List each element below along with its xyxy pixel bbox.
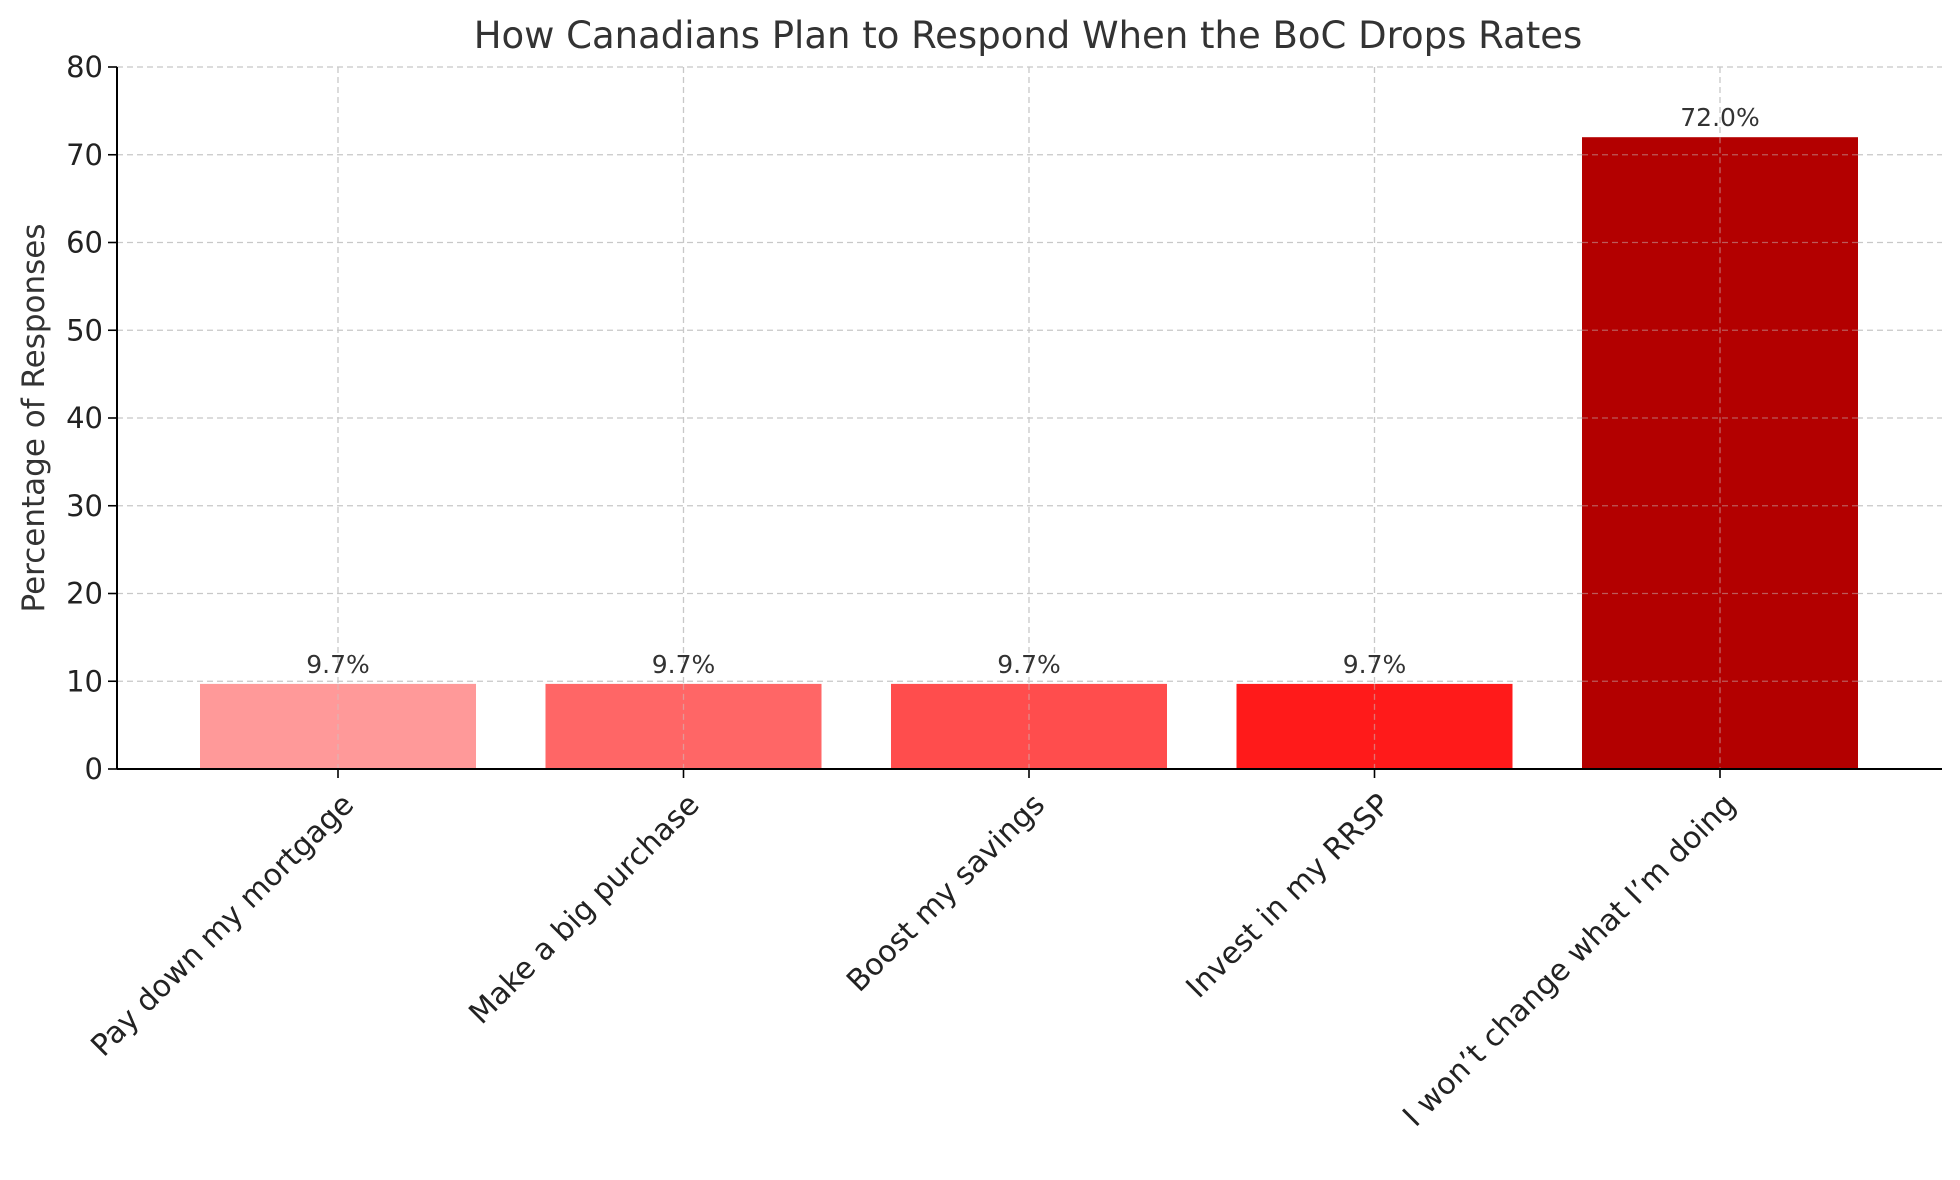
y-ticks: 0 10 20 30 40 50 60 70 80 (66, 50, 117, 786)
y-tick-label: 80 (66, 50, 103, 84)
x-tick-label: I won’t change what I’m doing (1396, 787, 1743, 1134)
bar-value-label: 9.7% (652, 650, 716, 679)
x-ticks: Pay down my mortgage Make a big purchase B… (84, 769, 1743, 1134)
chart-title: How Canadians Plan to Respond When the B… (474, 14, 1583, 57)
bar-value-label: 9.7% (997, 650, 1061, 679)
bar-value-label: 9.7% (1343, 650, 1407, 679)
y-tick-label: 50 (66, 313, 103, 347)
bar-value-label: 9.7% (306, 650, 370, 679)
grid (117, 66, 1942, 770)
x-tick-label: Boost my savings (840, 787, 1052, 999)
x-tick-label: Pay down my mortgage (84, 787, 360, 1063)
y-tick-label: 20 (66, 577, 103, 611)
y-tick-label: 70 (66, 138, 103, 172)
x-tick-label: Invest in my RRSP (1179, 787, 1397, 1005)
y-tick-label: 0 (85, 752, 103, 786)
data-labels: 9.7% 9.7% 9.7% 9.7% 72.0% (306, 103, 1858, 769)
y-axis-label: Percentage of Responses (16, 223, 52, 612)
x-tick-label: Make a big purchase (462, 787, 706, 1031)
y-tick-label: 60 (66, 226, 103, 260)
bar-value-label: 72.0% (1680, 103, 1759, 132)
y-tick-label: 40 (66, 401, 103, 435)
y-tick-label: 30 (66, 489, 103, 523)
y-tick-label: 10 (66, 664, 103, 698)
